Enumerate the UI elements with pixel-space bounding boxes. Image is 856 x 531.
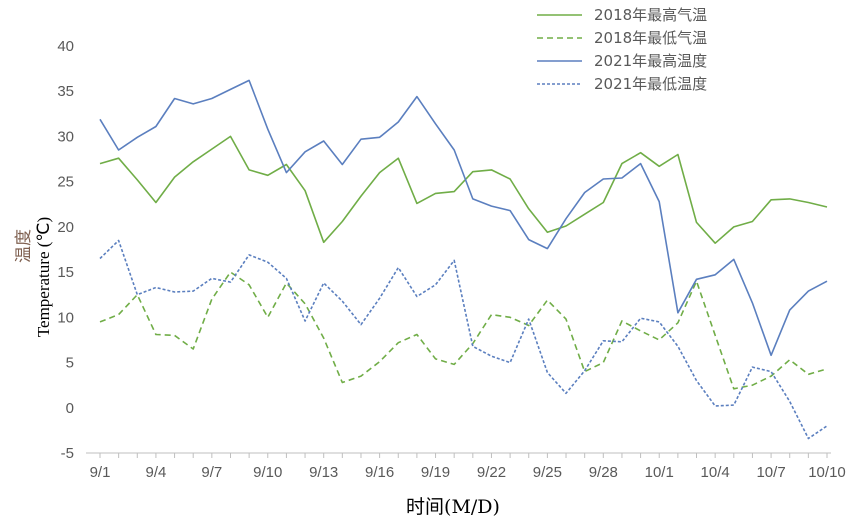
y-tick-label-10: 10 <box>57 309 74 326</box>
x-tick-label-9-16: 9/16 <box>365 464 394 481</box>
legend-label-2: 2018年最低气温 <box>594 29 707 47</box>
y-tick-label-15: 15 <box>57 264 74 281</box>
y-axis-label-cn: 温度 <box>14 229 34 263</box>
y-axis: -5 0 5 10 15 20 25 30 35 40 <box>57 38 74 462</box>
x-tick-label-10-10: 10/10 <box>808 464 846 481</box>
x-tick-label-10-1: 10/1 <box>645 464 674 481</box>
x-tick-label-10-4: 10/4 <box>701 464 730 481</box>
legend-label-4: 2021年最低温度 <box>594 75 707 93</box>
legend-label-3: 2021年最高温度 <box>594 52 707 70</box>
x-tick-label-9-28: 9/28 <box>589 464 618 481</box>
y-tick-label-40: 40 <box>57 38 74 55</box>
x-axis-label: 时间(M/D) <box>406 496 500 518</box>
x-tick-label-9-13: 9/13 <box>309 464 338 481</box>
series-layer <box>99 79 828 440</box>
legend-label-1: 2018年最高气温 <box>594 6 707 24</box>
x-tick-label-10-7: 10/7 <box>756 464 785 481</box>
y-axis-label-en: Temperature (℃) <box>34 217 53 337</box>
series-line-3 <box>99 79 828 357</box>
y-tick-label-25: 25 <box>57 174 74 191</box>
series-line-2 <box>99 271 828 390</box>
y-tick-label-0: 0 <box>66 400 74 417</box>
y-tick-label-30: 30 <box>57 128 74 145</box>
x-tick-label-9-19: 9/19 <box>421 464 450 481</box>
x-tick-label-9-1: 9/1 <box>90 464 111 481</box>
x-tick-label-9-10: 9/10 <box>253 464 282 481</box>
series-line-4 <box>99 239 828 440</box>
x-tick-label-9-22: 9/22 <box>477 464 506 481</box>
x-axis: 9/1 9/4 9/7 9/10 9/13 9/16 9/19 9/22 9/25 9/28 10/… <box>86 452 846 481</box>
series-line-1 <box>99 135 828 244</box>
y-tick-label-20: 20 <box>57 219 74 236</box>
y-tick-label-5: 5 <box>66 355 74 372</box>
legend: 2018年最高气温 2018年最低气温 2021年最高温度 2021年最低温度 <box>537 6 707 93</box>
y-tick-label-35: 35 <box>57 83 74 100</box>
x-tick-label-9-25: 9/25 <box>533 464 562 481</box>
x-tick-label-9-4: 9/4 <box>145 464 166 481</box>
y-tick-label--5: -5 <box>61 445 74 462</box>
x-tick-label-9-7: 9/7 <box>201 464 222 481</box>
